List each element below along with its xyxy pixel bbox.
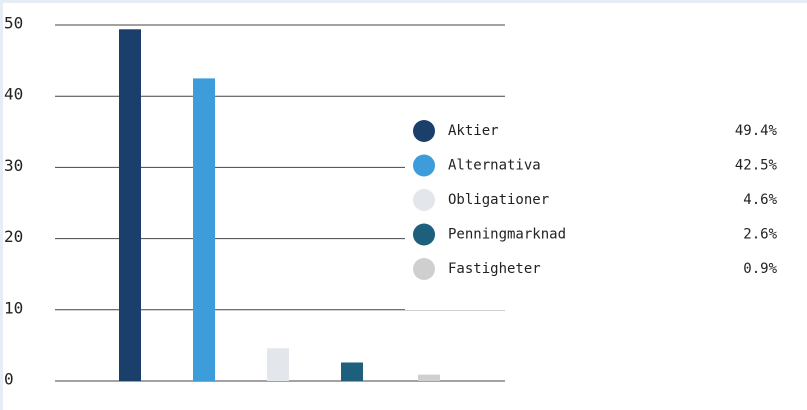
y-tick-label: 50 — [4, 14, 23, 33]
grid: 0 10 20 30 40 50 — [4, 14, 505, 389]
legend-marker — [413, 154, 435, 177]
bar — [341, 362, 363, 381]
legend-marker — [413, 223, 435, 246]
bar — [267, 348, 289, 381]
legend-label: Aktier — [448, 123, 499, 139]
legend-marker — [413, 258, 435, 280]
bar — [119, 29, 141, 381]
y-tick-label: 0 — [4, 370, 14, 389]
bars — [119, 29, 440, 382]
y-tick-label: 30 — [4, 156, 23, 175]
legend-label: Obligationer — [448, 192, 549, 208]
legend-label: Alternativa — [448, 158, 541, 174]
y-tick-label: 40 — [4, 85, 23, 104]
bar — [193, 78, 215, 382]
legend: Aktier 49.4% Alternativa 42.5% Obligationer 4… — [413, 120, 778, 280]
legend-label: Penningmarknad — [448, 227, 566, 243]
bar — [418, 374, 440, 381]
legend-label: Fastigheter — [448, 261, 541, 277]
legend-value: 42.5% — [735, 158, 778, 174]
legend-marker — [413, 120, 435, 142]
y-tick-label: 20 — [4, 227, 23, 246]
legend-value: 2.6% — [743, 227, 777, 243]
legend-marker — [413, 189, 435, 211]
legend-value: 0.9% — [743, 261, 777, 277]
legend-value: 49.4% — [735, 123, 778, 139]
legend-box — [405, 110, 800, 310]
frame-edge — [0, 0, 3, 410]
legend-value: 4.6% — [743, 192, 777, 208]
frame-edge — [0, 0, 807, 3]
y-tick-label: 10 — [4, 298, 23, 317]
